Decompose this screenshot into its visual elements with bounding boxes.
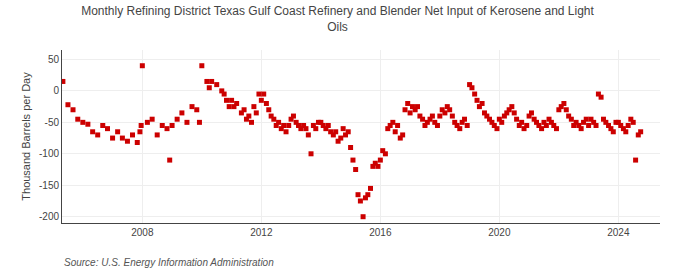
svg-text:2024: 2024: [607, 227, 630, 238]
svg-text:-200: -200: [39, 211, 59, 222]
svg-text:-50: -50: [45, 117, 60, 128]
svg-text:2020: 2020: [488, 227, 511, 238]
svg-text:Source: U.S. Energy Informatio: Source: U.S. Energy Information Administ…: [64, 257, 274, 268]
svg-text:Thousand Barrels per Day: Thousand Barrels per Day: [20, 72, 32, 201]
svg-text:2016: 2016: [369, 227, 392, 238]
svg-text:50: 50: [48, 54, 60, 65]
svg-text:2008: 2008: [131, 227, 154, 238]
svg-text:0: 0: [53, 85, 59, 96]
svg-text:2012: 2012: [250, 227, 273, 238]
svg-text:-100: -100: [39, 148, 59, 159]
svg-text:-150: -150: [39, 180, 59, 191]
svg-text:Monthly Refining District Texa: Monthly Refining District Texas Gulf Coa…: [81, 4, 594, 34]
